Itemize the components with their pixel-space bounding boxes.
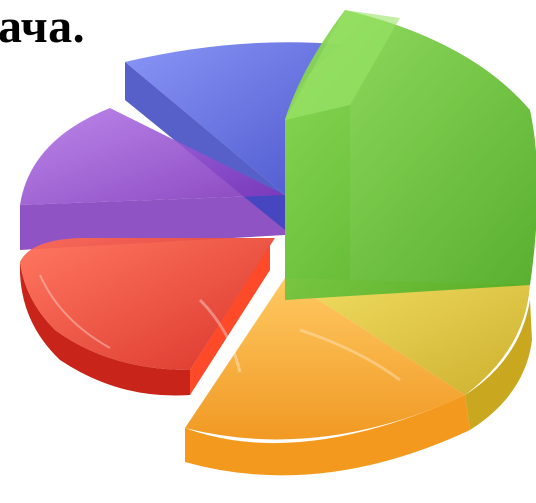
red-slice-side [19,262,191,396]
green-slice-face-highlight [285,10,400,120]
pie-slices [20,10,536,440]
purple-slice [20,108,285,205]
orange-slice-side [185,395,470,476]
pie-highlights [39,274,401,382]
red-slice-inner-wall [190,245,270,395]
red-slice [20,238,275,370]
page-heading: ача. [0,0,86,53]
purple-slice-side [20,195,285,250]
yellow-slice [285,278,530,395]
yellow-slice-side [465,300,532,430]
orange-slice [185,278,465,440]
blue-slice [125,42,345,195]
